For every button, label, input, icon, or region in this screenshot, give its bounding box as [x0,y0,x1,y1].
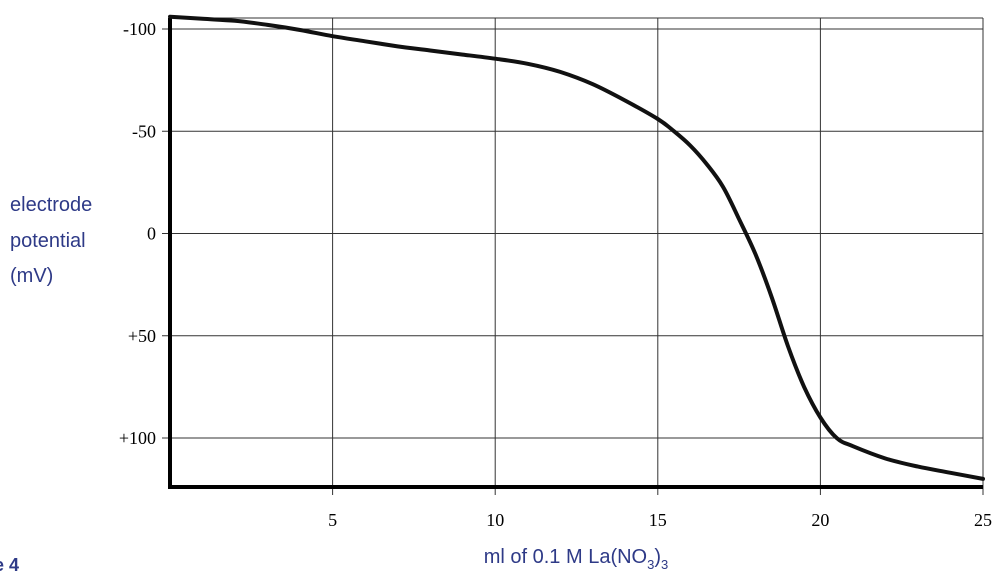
y-tick-label: 0 [147,224,156,244]
y-tick-label: -100 [123,19,156,39]
x-tick-labels: 5 10 15 20 25 [328,510,992,530]
figure-label: e 4 [0,555,19,573]
y-axis-label-line-2: potential [10,230,86,252]
x-axis-label-sub-1: 3 [647,557,654,572]
x-tick-label: 10 [486,510,504,530]
series-line [168,14,985,481]
y-tick-label: -50 [132,121,156,141]
axes [168,18,983,489]
y-axis-label-line-3: (mV) [10,265,53,287]
y-tick-label: +100 [119,428,156,448]
x-tick-label: 15 [649,510,667,530]
y-axis-label-line-1: electrode [10,194,92,216]
x-axis-label-main: ml of 0.1 M La(NO [484,546,647,568]
y-axis-label: electrode potential (mV) [10,194,92,287]
x-tick-label: 20 [811,510,829,530]
y-tick-labels: -100 -50 0 +50 +100 [119,19,156,448]
grid [162,17,984,495]
x-tick-label: 25 [974,510,992,530]
y-tick-label: +50 [128,326,156,346]
x-axis-label: ml of 0.1 M La(NO3)3 [484,546,669,572]
x-tick-label: 5 [328,510,337,530]
x-axis-label-sub-2: 3 [661,557,668,572]
x-axis-label-close: ) [654,546,661,568]
